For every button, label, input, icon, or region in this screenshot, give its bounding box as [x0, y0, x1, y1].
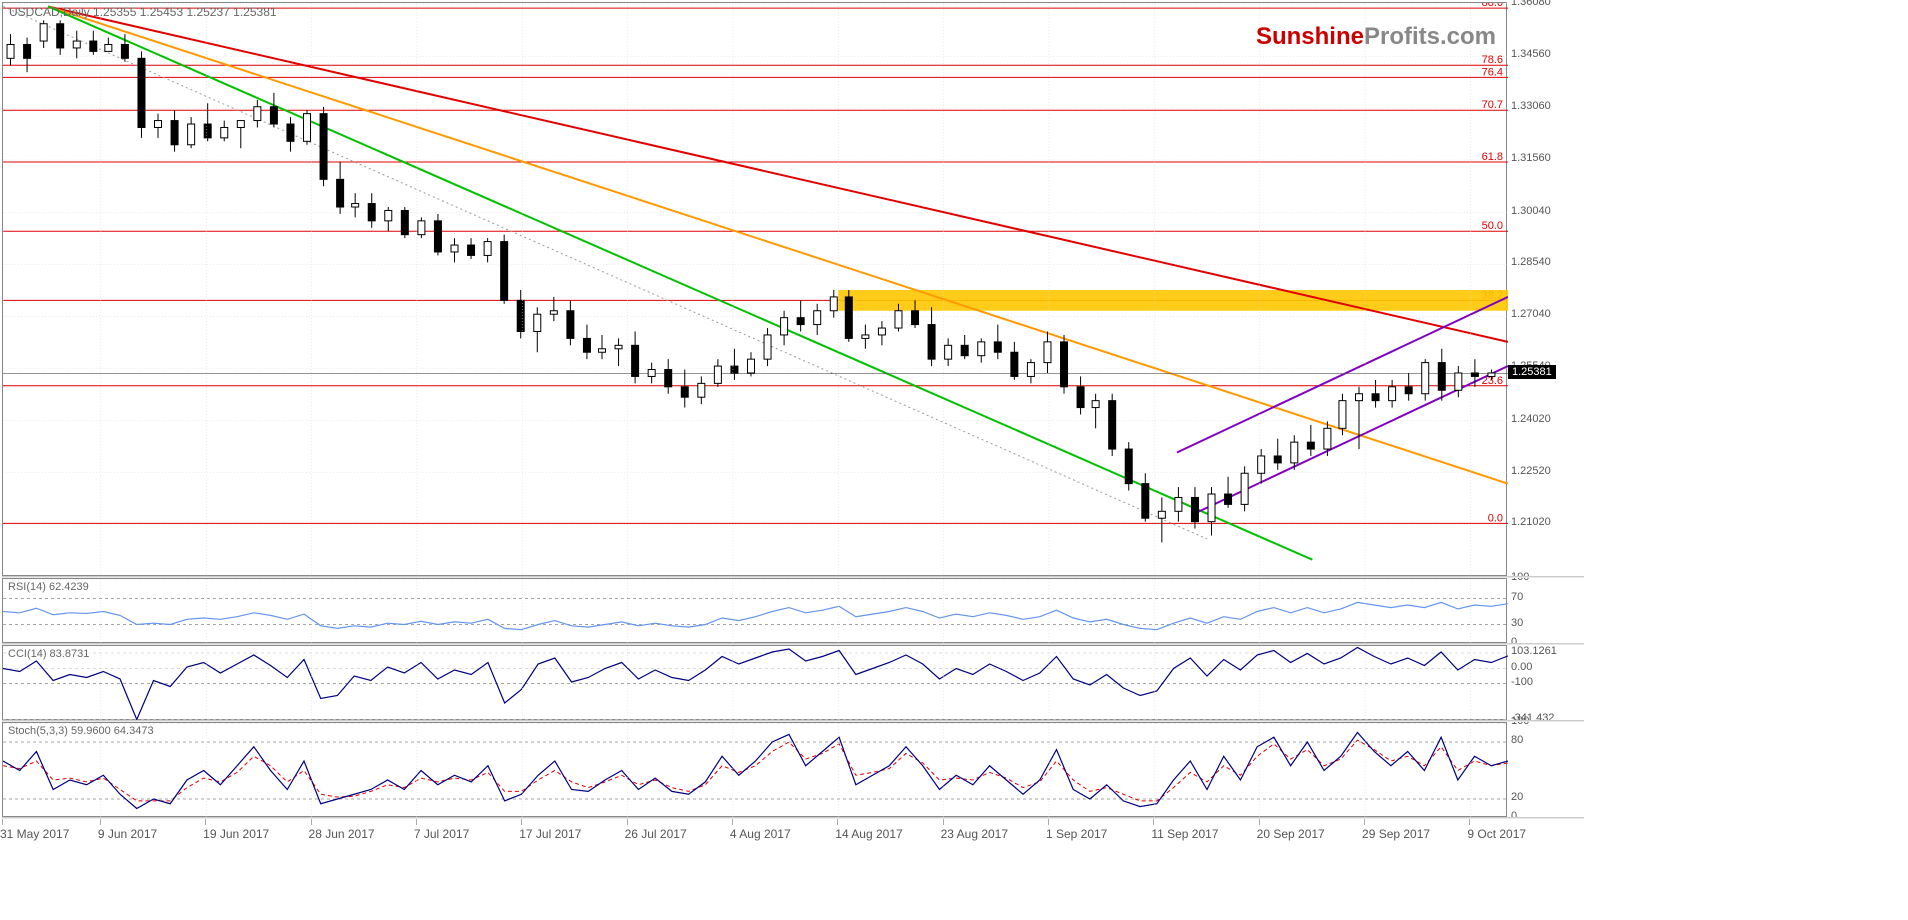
- cci-svg: [3, 646, 1508, 721]
- svg-text:50.0: 50.0: [1482, 220, 1503, 232]
- x-axis-label: 1 Sep 2017: [1046, 827, 1107, 841]
- x-axis-label: 29 Sep 2017: [1362, 827, 1430, 841]
- svg-text:88.6: 88.6: [1482, 3, 1503, 9]
- price-chart-panel[interactable]: USDCAD,Daily 1.25355 1.25453 1.25237 1.2…: [2, 2, 1507, 576]
- svg-text:78.6: 78.6: [1482, 54, 1503, 66]
- panel-divider[interactable]: [2, 817, 1584, 819]
- x-axis-label: 28 Jun 2017: [309, 827, 375, 841]
- stoch-panel[interactable]: Stoch(5,3,3) 59.9600 64.3473: [2, 722, 1507, 817]
- x-axis-label: 19 Jun 2017: [203, 827, 269, 841]
- rsi-label: RSI(14) 62.4239: [8, 581, 89, 593]
- x-axis-label: 17 Jul 2017: [519, 827, 581, 841]
- x-axis-label: 20 Sep 2017: [1257, 827, 1325, 841]
- cci-label: CCI(14) 83.8731: [8, 648, 89, 660]
- x-axis-label: 11 Sep 2017: [1151, 827, 1218, 841]
- cci-panel[interactable]: CCI(14) 83.8731: [2, 645, 1507, 720]
- x-axis-label: 9 Oct 2017: [1467, 827, 1526, 841]
- rsi-y-axis: 10070300: [1508, 578, 1586, 643]
- x-axis-label: 7 Jul 2017: [414, 827, 469, 841]
- panel-divider[interactable]: [2, 720, 1584, 722]
- svg-text:0.0: 0.0: [1488, 512, 1503, 524]
- stoch-svg: [3, 723, 1508, 818]
- watermark: SunshineProfits.com: [1256, 23, 1496, 51]
- x-axis-label: 23 Aug 2017: [941, 827, 1008, 841]
- svg-text:76.4: 76.4: [1482, 66, 1503, 78]
- price-y-axis: 1.360801.345601.330601.315601.300401.285…: [1508, 2, 1586, 576]
- stoch-label: Stoch(5,3,3) 59.9600 64.3473: [8, 725, 154, 737]
- svg-text:61.8: 61.8: [1482, 151, 1503, 163]
- candlestick-svg: 88.678.676.470.761.850.038.223.60.0: [3, 3, 1508, 577]
- x-axis-label: 31 May 2017: [0, 827, 69, 841]
- panel-divider[interactable]: [2, 643, 1584, 645]
- x-axis-label: 4 Aug 2017: [730, 827, 791, 841]
- x-axis-label: 26 Jul 2017: [625, 827, 687, 841]
- rsi-svg: [3, 579, 1508, 644]
- current-price-box: 1.25381: [1508, 365, 1556, 379]
- rsi-panel[interactable]: RSI(14) 62.4239: [2, 578, 1507, 643]
- cci-y-axis: 103.12610.00-100-341.432: [1508, 645, 1586, 720]
- symbol-header: USDCAD,Daily 1.25355 1.25453 1.25237 1.2…: [9, 5, 277, 19]
- svg-text:70.7: 70.7: [1482, 99, 1503, 111]
- panel-divider[interactable]: [2, 576, 1584, 578]
- stoch-y-axis: 10080200: [1508, 722, 1586, 817]
- x-axis-label: 9 Jun 2017: [98, 827, 157, 841]
- x-axis-label: 14 Aug 2017: [835, 827, 902, 841]
